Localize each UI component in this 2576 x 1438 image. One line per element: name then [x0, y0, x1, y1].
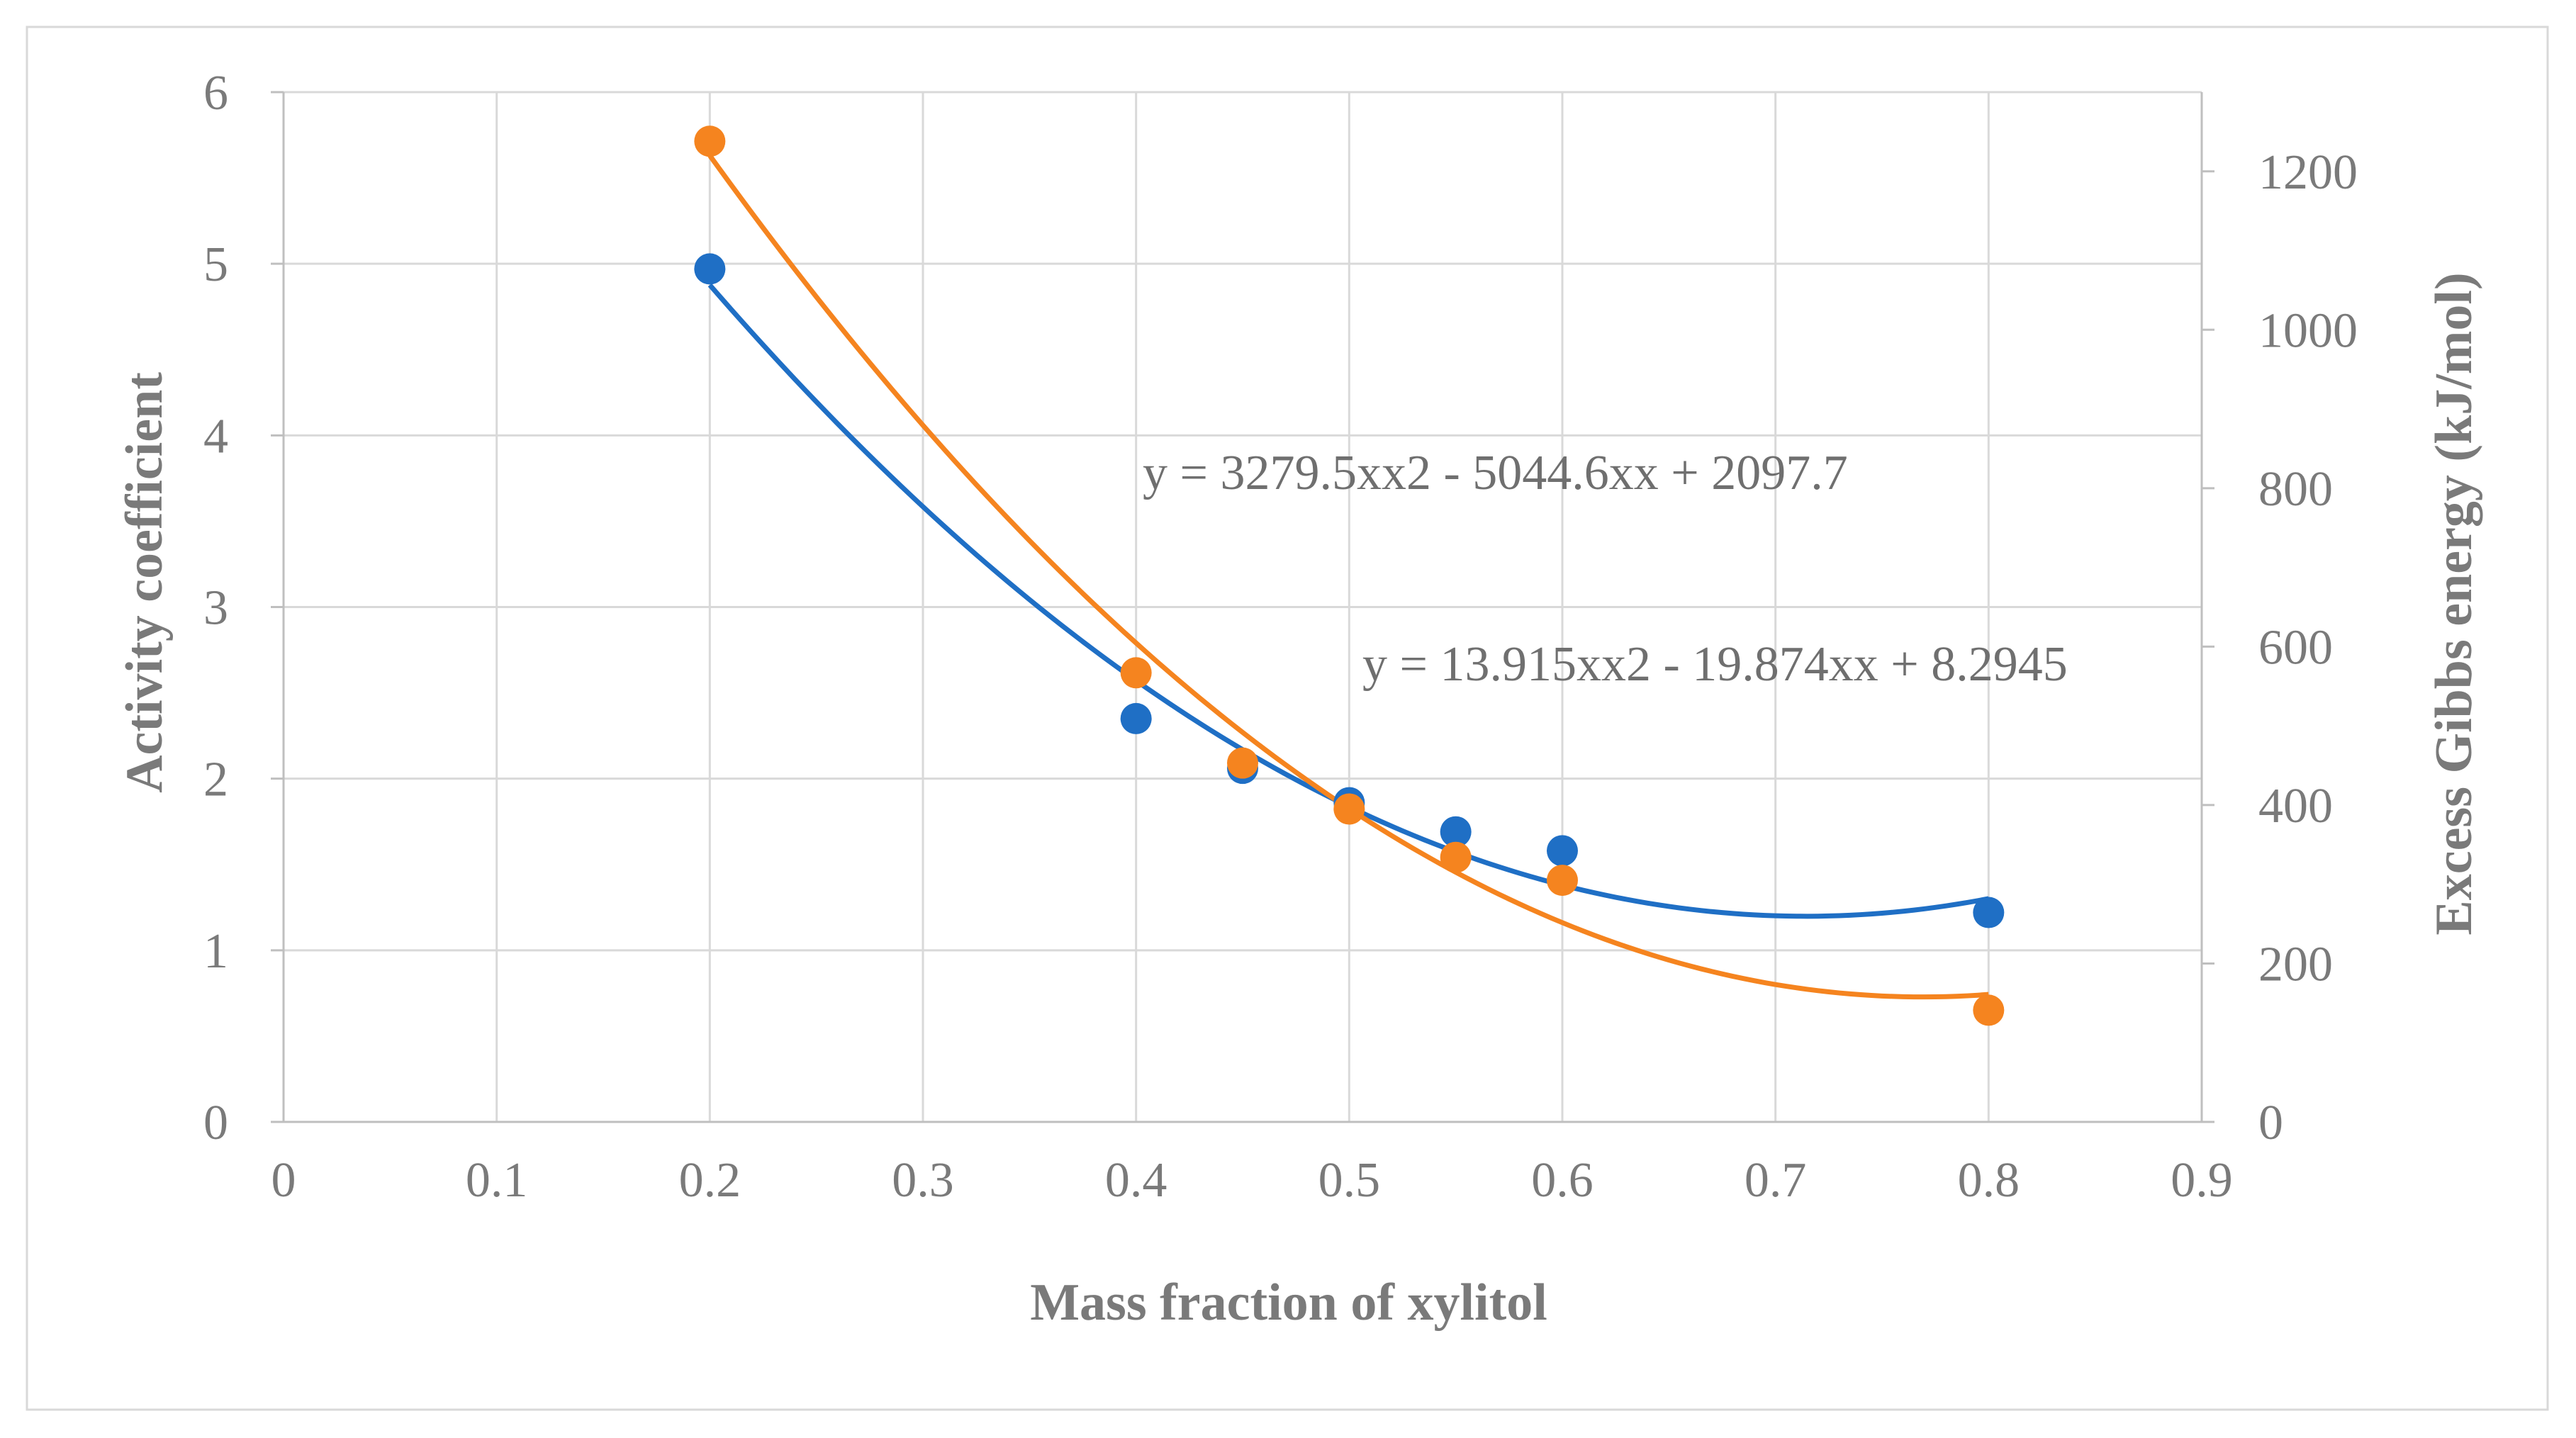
gibbs-data-point [694, 125, 726, 157]
trendline-equation-gibbs: y = 3279.5xx2 - 5044.6xx + 2097.7 [1143, 446, 1848, 500]
x-tick-label: 0.8 [1958, 1153, 2020, 1208]
activity-data-point [1440, 816, 1472, 848]
y2-tick-label: 600 [2258, 620, 2333, 675]
data-points [694, 125, 2005, 1026]
activity-data-point [1973, 897, 2005, 928]
labels: Mass fraction of xylitol Activity coeffi… [116, 272, 2483, 1332]
x-tick-label: 0.1 [466, 1153, 528, 1208]
chart-frame [26, 26, 2549, 1411]
x-tick-label: 0 [271, 1153, 296, 1208]
y-tick-label: 2 [203, 753, 228, 807]
y-tick-label: 3 [203, 581, 228, 636]
y2-tick-label: 1200 [2258, 145, 2358, 200]
y-tick-label: 0 [203, 1096, 228, 1150]
x-tick-label: 0.4 [1105, 1153, 1167, 1208]
y2-tick-label: 800 [2258, 462, 2333, 517]
y-tick-label: 5 [203, 237, 228, 292]
gibbs-data-point [1973, 994, 2005, 1026]
y2-tick-label: 400 [2258, 779, 2333, 833]
gibbs-data-point [1333, 793, 1365, 825]
gibbs-data-point [1227, 747, 1258, 779]
x-tick-label: 0.9 [2171, 1153, 2233, 1208]
activity-data-point [1120, 702, 1152, 734]
gibbs-data-point [1440, 841, 1472, 873]
y2-axis-title: Excess Gibbs energy (kJ/mol) [2425, 272, 2483, 935]
y2-tick-label: 200 [2258, 937, 2333, 992]
x-tick-label: 0.3 [892, 1153, 954, 1208]
y-tick-label: 6 [203, 66, 228, 120]
activity-data-point [694, 253, 726, 285]
activity-data-point [1547, 835, 1578, 867]
x-axis-title: Mass fraction of xylitol [1030, 1274, 1547, 1332]
gibbs-data-point [1120, 657, 1152, 689]
x-tick-label: 0.6 [1531, 1153, 1594, 1208]
axes: 0 0.1 0.2 0.3 0.4 0.5 0.6 0.7 0.8 0.9 0 1 2 3 4 5 6 0 200 4… [203, 66, 2358, 1208]
y2-tick-label: 0 [2258, 1096, 2283, 1150]
gibbs-data-point [1547, 865, 1578, 897]
y2-tick-label: 1000 [2258, 303, 2358, 358]
trendline-equation-activity: y = 13.915xx2 - 19.874xx + 8.2945 [1362, 637, 2068, 692]
y-tick-label: 4 [203, 409, 228, 464]
y-axis-title: Activity coefficient [116, 372, 174, 793]
x-tick-label: 0.2 [679, 1153, 741, 1208]
x-tick-label: 0.7 [1745, 1153, 1807, 1208]
y-tick-label: 1 [203, 924, 228, 979]
x-tick-label: 0.5 [1318, 1153, 1381, 1208]
